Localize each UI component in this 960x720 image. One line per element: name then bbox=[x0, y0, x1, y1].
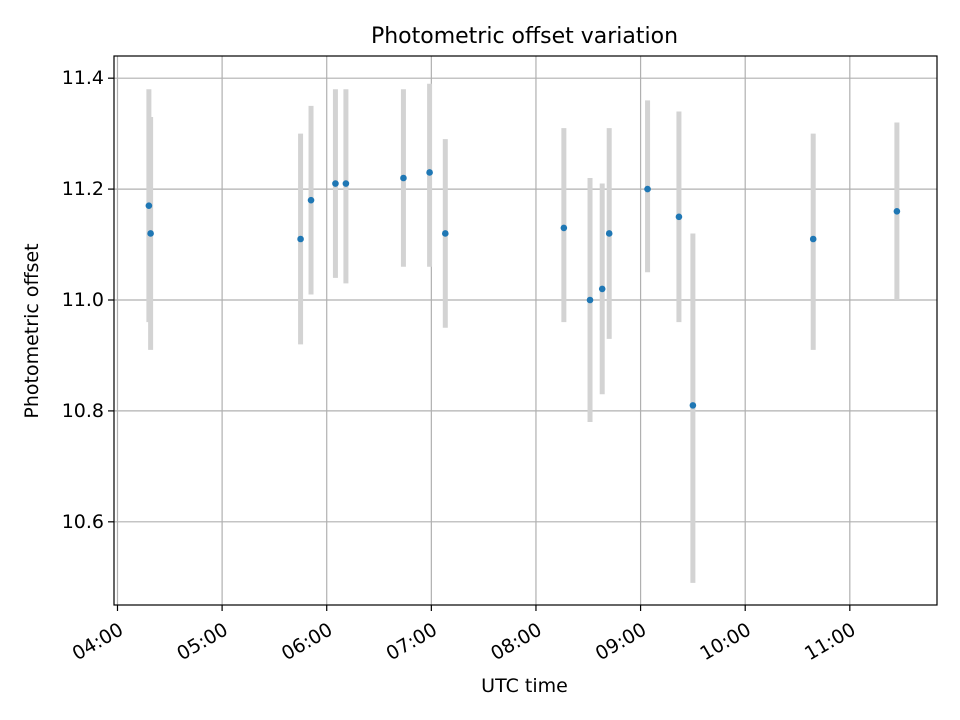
data-point bbox=[644, 185, 651, 193]
y-tick-label: 11.2 bbox=[62, 178, 104, 200]
chart-title: Photometric offset variation bbox=[371, 24, 678, 49]
data-point bbox=[145, 202, 153, 210]
y-axis-label: Photometric offset bbox=[21, 243, 43, 418]
data-point bbox=[297, 235, 304, 243]
data-point bbox=[307, 196, 315, 204]
y-tick-label: 10.6 bbox=[62, 511, 104, 533]
data-points bbox=[145, 169, 901, 409]
data-point bbox=[560, 224, 568, 232]
plot-frame bbox=[113, 55, 938, 606]
data-point bbox=[598, 285, 606, 293]
x-axis-label: UTC time bbox=[481, 675, 568, 697]
data-point bbox=[689, 402, 697, 409]
data-point bbox=[893, 207, 901, 215]
data-point bbox=[586, 296, 594, 304]
y-tick-label: 11.4 bbox=[62, 67, 104, 89]
data-point bbox=[441, 230, 449, 237]
data-point bbox=[675, 213, 683, 221]
data-point bbox=[426, 169, 433, 176]
grid-lines bbox=[114, 56, 937, 605]
y-tick-label: 11.0 bbox=[62, 289, 104, 311]
data-point bbox=[809, 235, 817, 243]
data-point bbox=[605, 230, 613, 237]
data-point bbox=[342, 180, 350, 187]
y-tick-label: 10.8 bbox=[62, 400, 104, 422]
y-axis-ticks: 10.6 10.8 11.0 11.2 11.4 bbox=[62, 67, 114, 533]
data-point bbox=[147, 230, 154, 237]
data-point bbox=[332, 180, 339, 187]
data-point bbox=[400, 174, 407, 182]
